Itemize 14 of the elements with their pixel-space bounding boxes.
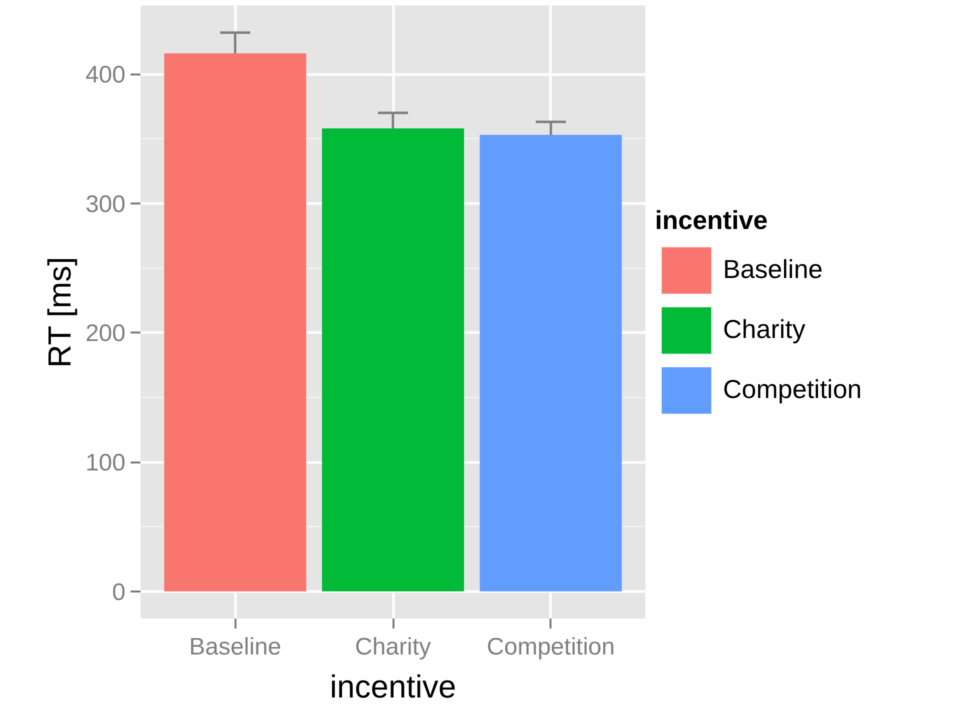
x-tick-label: Baseline [189, 634, 282, 660]
y-tick-label: 400 [85, 62, 126, 89]
x-tick-label: Competition [486, 634, 615, 660]
y-tick-label: 200 [85, 320, 126, 348]
y-tick-label: 0 [112, 578, 126, 606]
x-axis-title: incentive [330, 668, 456, 704]
y-axis-title: RT [ms] [41, 256, 78, 368]
legend-label: Charity [723, 314, 806, 345]
y-tick-label: 300 [85, 190, 126, 218]
x-tick-label: Charity [354, 634, 432, 660]
legend-title: incentive [655, 204, 769, 236]
legend-label: Competition [723, 374, 862, 405]
y-tick-label: 100 [85, 450, 126, 477]
legend-label: Baseline [723, 254, 823, 285]
